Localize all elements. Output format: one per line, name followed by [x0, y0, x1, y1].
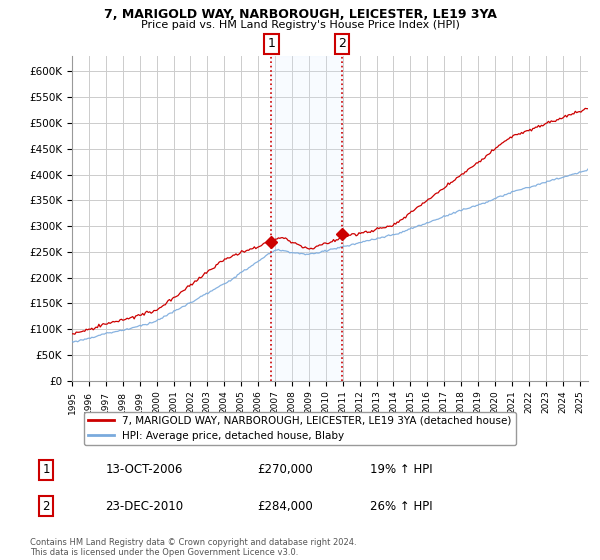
- Text: 2: 2: [43, 500, 50, 512]
- Text: £270,000: £270,000: [257, 463, 313, 476]
- Legend: 7, MARIGOLD WAY, NARBOROUGH, LEICESTER, LE19 3YA (detached house), HPI: Average : 7, MARIGOLD WAY, NARBOROUGH, LEICESTER, …: [84, 412, 516, 445]
- Text: 1: 1: [268, 38, 275, 50]
- Text: 7, MARIGOLD WAY, NARBOROUGH, LEICESTER, LE19 3YA: 7, MARIGOLD WAY, NARBOROUGH, LEICESTER, …: [104, 8, 496, 21]
- Text: Contains HM Land Registry data © Crown copyright and database right 2024.
This d: Contains HM Land Registry data © Crown c…: [30, 538, 356, 557]
- Text: 1: 1: [43, 463, 50, 476]
- Text: 2: 2: [338, 38, 346, 50]
- Text: 23-DEC-2010: 23-DEC-2010: [106, 500, 184, 512]
- Text: 19% ↑ HPI: 19% ↑ HPI: [370, 463, 433, 476]
- Text: Price paid vs. HM Land Registry's House Price Index (HPI): Price paid vs. HM Land Registry's House …: [140, 20, 460, 30]
- Text: 26% ↑ HPI: 26% ↑ HPI: [370, 500, 433, 512]
- Text: £284,000: £284,000: [257, 500, 313, 512]
- Bar: [271, 56, 343, 381]
- Text: 13-OCT-2006: 13-OCT-2006: [106, 463, 183, 476]
